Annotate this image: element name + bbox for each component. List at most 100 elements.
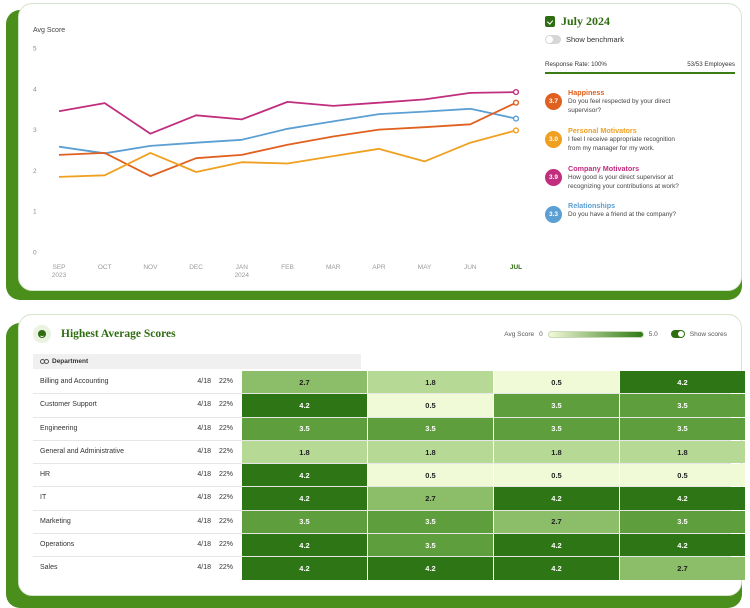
department-name: Engineering <box>40 424 78 432</box>
response-rate-row: Response Rate: 100% 53/53 Employees <box>545 61 735 74</box>
table-row[interactable]: Marketing 4/18 22% 3.5 3.5 2.7 3.5 <box>33 510 745 535</box>
heat-cell[interactable]: 3.5 <box>368 534 493 557</box>
response-fraction: 4/18 <box>197 401 211 409</box>
response-fraction: 4/18 <box>197 424 211 432</box>
heat-cell[interactable]: 2.7 <box>494 510 619 534</box>
trend-card: Avg Score 0 1 2 3 4 5 SEP 2023 OCT NOV DEC JAN 2024 FE… <box>18 3 742 291</box>
series-line <box>58 107 517 155</box>
heat-cell[interactable]: 1.8 <box>368 371 493 394</box>
heat-cell[interactable]: 4.2 <box>242 487 367 510</box>
heat-cell[interactable]: 4.2 <box>620 371 745 394</box>
heat-cell[interactable]: 3.5 <box>620 417 745 440</box>
metric-item[interactable]: 3.0 Personal Motivators I feel I receive a… <box>545 126 735 154</box>
department-name: Customer Support <box>40 401 97 409</box>
score-badge: 3.9 <box>545 168 562 186</box>
heat-cell[interactable]: 4.2 <box>368 557 493 580</box>
legend-max: 5.0 <box>648 330 658 338</box>
response-percent: 22% <box>218 494 233 502</box>
heat-cell[interactable]: 3.5 <box>620 510 745 534</box>
scores-table: Billing and Accounting 4/18 22% 2.7 1.8 0.5 4.… <box>33 371 745 581</box>
y-tick-label: 4 <box>33 86 37 93</box>
scores-header: Highest Average Scores <box>33 325 176 343</box>
x-tick-label: FEB <box>281 264 294 271</box>
table-row[interactable]: Engineering 4/18 22% 3.5 3.5 3.5 3.5 <box>33 417 745 441</box>
heat-cell[interactable]: 4.2 <box>242 534 367 557</box>
heat-cell[interactable]: 0.5 <box>368 394 493 417</box>
series-endpoint <box>512 88 520 96</box>
show-scores-toggle[interactable] <box>670 330 685 338</box>
heat-cell[interactable]: 0.5 <box>494 371 619 394</box>
response-rate: Response Rate: 100% <box>545 61 607 68</box>
x-tick-label: NOV <box>143 264 158 271</box>
department-name: Marketing <box>40 517 71 525</box>
heat-cell[interactable]: 1.8 <box>368 440 493 464</box>
y-tick-label: 0 <box>33 250 37 257</box>
x-tick-year: 2024 <box>235 272 250 279</box>
response-percent: 22% <box>218 471 233 479</box>
heat-cell[interactable]: 0.5 <box>494 464 619 487</box>
heat-cell[interactable]: 4.2 <box>494 487 619 510</box>
metric-desc-line: I feel I receive appropriate recognition <box>568 135 675 143</box>
x-tick-label: MAR <box>326 264 341 271</box>
metric-item[interactable]: 3.3 Relationships Do you have a friend at … <box>545 201 735 224</box>
x-tick-label: JAN <box>236 264 249 271</box>
y-tick-label: 1 <box>33 209 37 216</box>
table-row[interactable]: Sales 4/18 22% 4.2 4.2 4.2 2.7 <box>33 557 745 580</box>
y-tick-label: 2 <box>33 168 37 175</box>
department-name: HR <box>40 471 51 479</box>
heat-cell[interactable]: 2.7 <box>368 487 493 510</box>
series-endpoint <box>512 115 520 122</box>
benchmark-toggle-row[interactable]: Show benchmark <box>545 35 735 44</box>
table-row[interactable]: General and Administrative 4/18 22% 1.8 1.8 1… <box>33 440 745 465</box>
heat-cell[interactable]: 3.5 <box>494 394 619 417</box>
metric-desc-line: Do you feel respected by your direct <box>568 98 671 105</box>
heat-cell[interactable]: 1.8 <box>620 440 745 464</box>
table-row[interactable]: Operations 4/18 22% 4.2 3.5 4.2 4.2 <box>33 534 745 558</box>
x-tick-label: JUN <box>464 264 477 271</box>
heat-cell[interactable]: 4.2 <box>242 464 367 487</box>
benchmark-toggle[interactable] <box>545 35 561 44</box>
heat-cell[interactable]: 4.2 <box>620 487 745 510</box>
heat-cell[interactable]: 4.2 <box>620 534 745 557</box>
heat-cell[interactable]: 1.8 <box>494 440 619 464</box>
heat-cell[interactable]: 3.5 <box>620 394 745 417</box>
metric-title: Company Motivators <box>568 163 640 173</box>
department-column-header[interactable]: Department <box>33 354 361 369</box>
table-row[interactable]: Billing and Accounting 4/18 22% 2.7 1.8 0.5 4.… <box>33 371 745 395</box>
scores-card: Highest Average Scores Avg Score 0 5.0 S… <box>18 314 745 596</box>
metric-item[interactable]: 3.7 Happiness Do you feel respected by you… <box>545 88 735 116</box>
metric-title: Happiness <box>568 88 605 97</box>
heat-cell[interactable]: 1.8 <box>242 440 367 464</box>
heat-cell[interactable]: 3.5 <box>368 510 493 534</box>
heat-cell[interactable]: 4.2 <box>242 557 367 580</box>
table-row[interactable]: Customer Support 4/18 22% 4.2 0.5 3.5 3.5 <box>33 394 745 418</box>
y-axis-title: Avg Score <box>33 27 65 34</box>
heat-cell[interactable]: 3.5 <box>368 417 493 440</box>
series-endpoint <box>512 127 520 134</box>
heat-cell[interactable]: 2.7 <box>620 557 745 580</box>
heat-cell[interactable]: 0.5 <box>368 464 493 487</box>
response-percent: 22% <box>218 564 233 572</box>
y-tick-label: 3 <box>33 127 37 134</box>
metric-text: Personal Motivators I feel I receive appr… <box>568 126 675 154</box>
heat-cell[interactable]: 3.5 <box>494 417 619 440</box>
heat-cell[interactable]: 4.2 <box>242 394 367 417</box>
table-row[interactable]: HR 4/18 22% 4.2 0.5 0.5 0.5 <box>33 464 745 488</box>
legend-min: 0 <box>539 330 543 338</box>
heat-cell[interactable]: 4.2 <box>494 534 619 557</box>
heat-cell[interactable]: 0.5 <box>620 464 745 487</box>
series-line <box>58 129 517 178</box>
response-percent: 22% <box>218 447 233 455</box>
heat-cell[interactable]: 2.7 <box>242 371 367 394</box>
heat-cell[interactable]: 4.2 <box>494 557 619 580</box>
heat-cell[interactable]: 3.5 <box>242 417 367 440</box>
response-fraction: 4/18 <box>197 541 211 549</box>
legend-label: Avg Score <box>504 330 535 338</box>
department-name: General and Administrative <box>40 447 125 455</box>
heat-cell[interactable]: 3.5 <box>242 510 367 534</box>
x-tick-label: JUL <box>510 264 522 271</box>
response-percent: 22% <box>218 378 233 385</box>
metric-item[interactable]: 3.9 Company Motivators How good is your di… <box>545 164 735 192</box>
table-row[interactable]: IT 4/18 22% 4.2 2.7 4.2 4.2 <box>33 487 745 511</box>
